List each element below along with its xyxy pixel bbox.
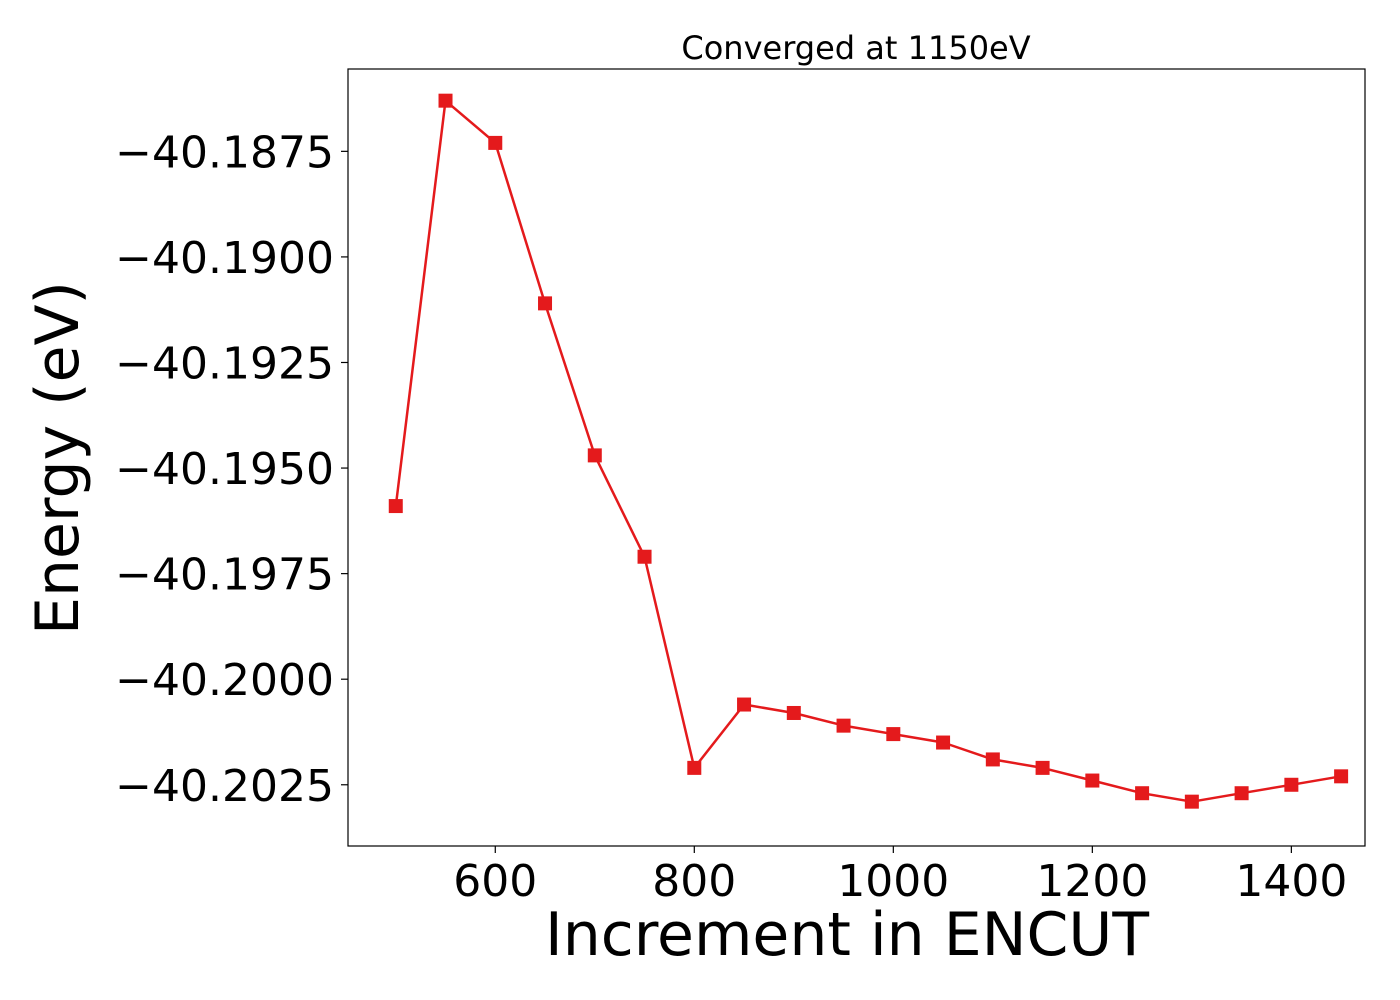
data-point-marker: [1334, 769, 1349, 784]
x-axis-label: Increment in ENCUT: [545, 900, 1149, 970]
chart-title: Converged at 1150eV: [681, 29, 1030, 67]
x-tick-label: 1200: [1036, 856, 1148, 907]
data-point-marker: [985, 752, 1000, 767]
data-point-marker: [1135, 786, 1150, 801]
x-tick-label: 800: [652, 856, 736, 907]
x-axis-ticks: 600 800 1000 1200 1400: [453, 846, 1347, 907]
plot-frame: [347, 68, 1366, 847]
data-point-marker: [1085, 773, 1100, 788]
y-tick-label: −40.1975: [115, 550, 334, 601]
series-layer: [388, 93, 1349, 809]
data-point-marker: [438, 93, 453, 108]
data-point-marker: [538, 296, 553, 311]
data-point-marker: [786, 705, 801, 720]
data-point-marker: [687, 760, 702, 775]
y-tick-label: −40.1950: [115, 444, 334, 495]
y-tick-label: −40.2025: [115, 761, 334, 812]
y-tick-label: −40.1875: [115, 127, 334, 178]
data-point-marker: [388, 499, 403, 514]
x-tick-label: 1400: [1235, 856, 1347, 907]
y-axis-label: Energy (eV): [23, 281, 93, 635]
y-tick-label: −40.2000: [115, 655, 334, 706]
x-tick-label: 1000: [837, 856, 949, 907]
data-point-marker: [737, 697, 752, 712]
data-point-marker: [1035, 760, 1050, 775]
data-point-marker: [886, 727, 901, 742]
data-point-marker: [936, 735, 951, 750]
data-point-marker: [836, 718, 851, 733]
data-point-marker: [1234, 786, 1249, 801]
x-tick-label: 600: [453, 856, 537, 907]
energy-series-line: [394, 99, 1342, 803]
data-point-marker: [488, 135, 503, 150]
data-point-marker: [1284, 777, 1299, 792]
y-axis-ticks: −40.1875 −40.1900 −40.1925 −40.1950 −40.1975…: [115, 127, 348, 812]
y-tick-label: −40.1900: [115, 233, 334, 284]
data-point-marker: [587, 448, 602, 463]
y-tick-label: −40.1925: [115, 338, 334, 389]
data-point-marker: [637, 549, 652, 564]
data-point-marker: [1184, 794, 1199, 809]
